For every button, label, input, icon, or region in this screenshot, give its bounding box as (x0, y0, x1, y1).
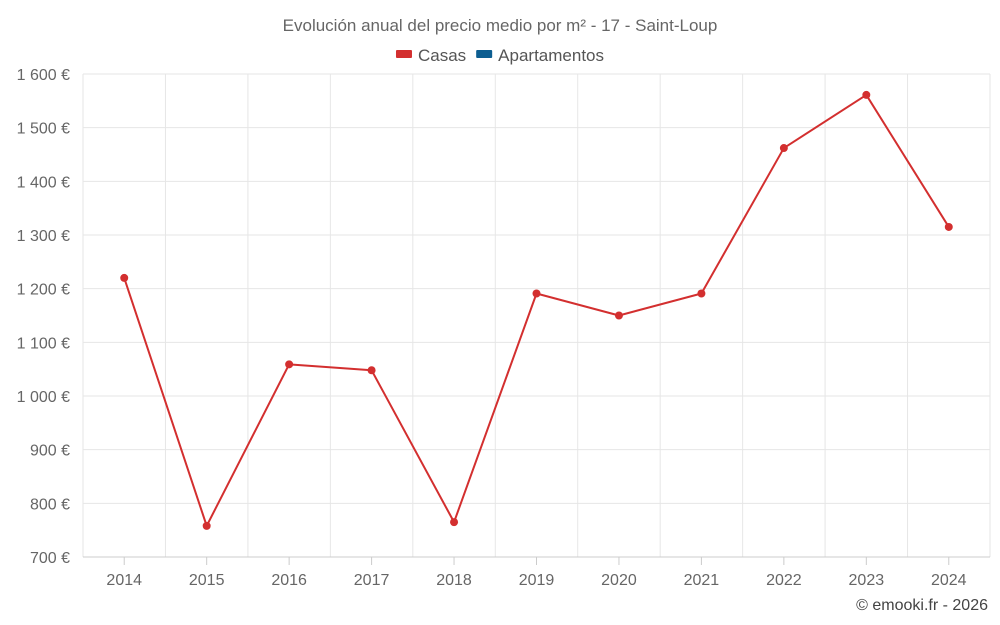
data-point[interactable] (532, 289, 541, 298)
y-axis: 700 € 800 € 900 € 1 000 € 1 100 € 1 200 € 1 30… (17, 67, 70, 567)
y-tick-label: 1 600 € (17, 67, 70, 84)
y-tick-label: 1 000 € (17, 389, 70, 406)
legend[interactable]: Casas Apartamentos (395, 46, 604, 65)
x-tick-label: 2016 (271, 572, 307, 589)
y-tick-label: 1 100 € (17, 335, 70, 352)
data-point[interactable] (697, 289, 706, 298)
y-tick-label: 900 € (30, 443, 70, 460)
data-point[interactable] (944, 222, 953, 231)
x-tick-label: 2015 (189, 572, 225, 589)
legend-item-apartamentos[interactable]: Apartamentos (476, 46, 604, 65)
data-point[interactable] (779, 144, 788, 153)
y-tick-label: 1 300 € (17, 228, 70, 245)
y-tick-label: 700 € (30, 550, 70, 567)
x-tick-label: 2021 (684, 572, 720, 589)
y-tick-label: 800 € (30, 496, 70, 513)
x-tick-label: 2014 (106, 572, 142, 589)
legend-label: Casas (418, 46, 466, 65)
x-tick-label: 2019 (519, 572, 555, 589)
legend-item-casas[interactable]: Casas (395, 46, 466, 65)
x-axis: 2014 2015 2016 2017 2018 2019 2020 2021 2022 2023… (106, 557, 967, 589)
legend-swatch (476, 50, 493, 58)
data-point[interactable] (450, 518, 459, 527)
legend-swatch (395, 50, 412, 58)
grid-lines (82, 73, 991, 558)
x-tick-label: 2018 (436, 572, 472, 589)
x-tick-label: 2022 (766, 572, 802, 589)
y-tick-label: 1 200 € (17, 282, 70, 299)
x-tick-label: 2024 (931, 572, 967, 589)
x-tick-label: 2020 (601, 572, 637, 589)
data-point[interactable] (202, 521, 211, 530)
copyright-footer: © emooki.fr - 2026 (856, 597, 988, 614)
series-layer (120, 90, 953, 530)
legend-label: Apartamentos (498, 46, 604, 65)
chart-title: Evolución anual del precio medio por m² … (283, 16, 718, 35)
y-tick-label: 1 500 € (17, 121, 70, 138)
x-tick-label: 2017 (354, 572, 390, 589)
data-point[interactable] (862, 90, 871, 99)
data-point[interactable] (120, 273, 129, 282)
data-point[interactable] (614, 311, 623, 320)
y-tick-label: 1 400 € (17, 174, 70, 191)
data-point[interactable] (367, 366, 376, 375)
data-point[interactable] (285, 360, 294, 369)
x-tick-label: 2023 (849, 572, 885, 589)
